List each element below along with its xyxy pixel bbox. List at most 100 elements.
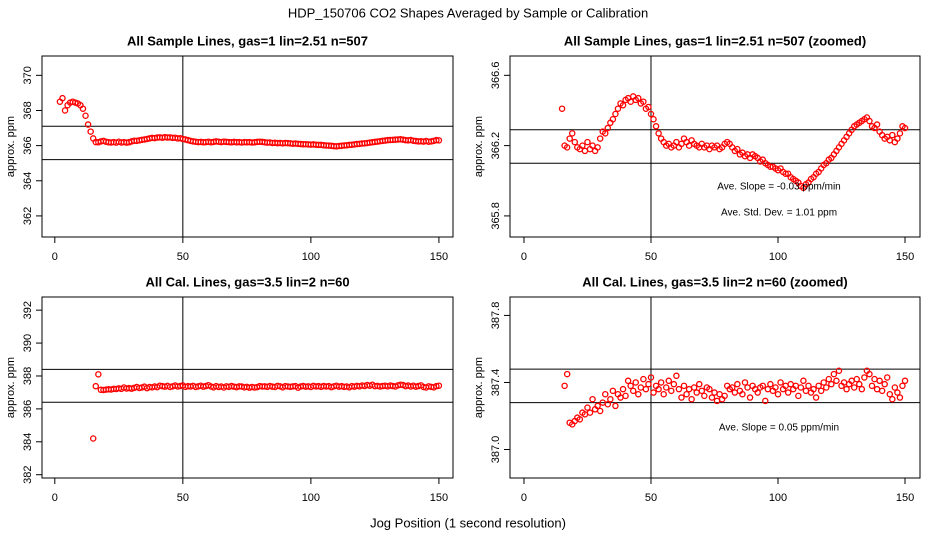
x-tick-label: 50 [177, 492, 189, 504]
point [596, 135, 604, 142]
point [741, 379, 749, 386]
y-tick-label: 366.2 [490, 132, 502, 160]
point [645, 103, 652, 111]
point [59, 94, 66, 102]
point [759, 382, 767, 390]
point [581, 147, 589, 155]
point [655, 130, 662, 137]
y-tick-label: 362 [22, 207, 34, 225]
point [647, 374, 655, 381]
point [678, 394, 685, 401]
point [734, 380, 741, 388]
point [614, 105, 622, 112]
point [708, 394, 716, 401]
y-tick-label: 366 [22, 136, 34, 154]
point [602, 130, 609, 137]
point [820, 379, 827, 386]
point [896, 394, 904, 401]
point [881, 380, 888, 388]
y-tick-label: 390 [22, 334, 34, 352]
point [802, 387, 810, 395]
point [706, 385, 713, 393]
point [853, 375, 860, 383]
point [876, 377, 883, 385]
point [772, 384, 779, 391]
point [87, 128, 94, 135]
point [629, 387, 637, 395]
point [647, 110, 655, 118]
point [563, 144, 571, 151]
point [810, 385, 817, 393]
point [558, 105, 566, 112]
point [607, 395, 614, 403]
point [901, 124, 909, 132]
y-tick-label: 368 [22, 101, 34, 119]
y-tick-label: 365.8 [490, 202, 502, 230]
point [650, 116, 657, 123]
point [435, 382, 443, 389]
x-tick-label: 50 [177, 251, 189, 263]
x-tick-label: 0 [521, 492, 527, 504]
point [729, 384, 736, 391]
point [612, 402, 619, 410]
point [637, 384, 645, 391]
point [858, 385, 866, 393]
point [830, 370, 838, 378]
point [645, 380, 652, 388]
point [584, 404, 591, 411]
point [795, 392, 802, 400]
point [89, 435, 97, 442]
point [635, 390, 642, 398]
point [619, 101, 627, 109]
point [693, 389, 700, 396]
annotation: Ave. Slope = 0.05 ppm/min [719, 423, 839, 434]
point [746, 394, 754, 401]
point [563, 370, 571, 378]
point [805, 382, 812, 390]
y-tick-label: 366.6 [490, 62, 502, 90]
x-tick-label: 100 [769, 251, 787, 263]
point [688, 395, 695, 403]
point [435, 137, 443, 144]
point [815, 382, 822, 390]
point [886, 390, 894, 398]
x-tick-label: 100 [769, 492, 787, 504]
x-tick-label: 100 [302, 492, 320, 504]
y-axis-label: approx. ppm [5, 116, 17, 177]
point [850, 384, 858, 391]
points [561, 367, 909, 428]
point [784, 389, 792, 396]
point [782, 170, 789, 177]
point [901, 377, 909, 385]
point [894, 135, 901, 142]
panel-title: All Cal. Lines, gas=3.5 lin=2 n=60 [145, 274, 349, 289]
point [856, 380, 863, 388]
x-axis-label: Jog Position (1 second resolution) [370, 515, 566, 530]
x-tick-label: 50 [645, 492, 657, 504]
point [825, 375, 833, 383]
panel-title: All Sample Lines, gas=1 lin=2.51 n=507 (… [564, 33, 866, 48]
point [561, 382, 568, 390]
point [624, 377, 632, 385]
point [721, 392, 728, 400]
point [843, 385, 850, 393]
point [828, 380, 835, 388]
point [79, 105, 87, 112]
point [896, 130, 904, 137]
annotation: Ave. Std. Dev. = 1.01 ppm [721, 208, 837, 219]
panel-title: All Sample Lines, gas=1 lin=2.51 n=507 [127, 33, 368, 48]
y-tick-label: 386 [22, 400, 34, 418]
point [642, 385, 650, 393]
figure-title: HDP_150706 CO2 Shapes Averaged by Sample… [288, 5, 648, 20]
x-tick-label: 100 [302, 251, 320, 263]
point [82, 112, 89, 119]
point [871, 375, 878, 383]
point [92, 382, 100, 390]
x-tick-label: 150 [430, 492, 448, 504]
plot-frame [41, 296, 454, 479]
point [731, 389, 739, 396]
point [612, 110, 619, 118]
point [640, 375, 647, 383]
point [433, 136, 440, 144]
